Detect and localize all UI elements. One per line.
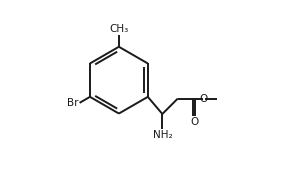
Text: O: O xyxy=(200,94,208,104)
Text: O: O xyxy=(191,117,199,127)
Text: NH₂: NH₂ xyxy=(152,130,172,140)
Text: Br: Br xyxy=(67,98,79,108)
Text: CH₃: CH₃ xyxy=(109,24,128,34)
